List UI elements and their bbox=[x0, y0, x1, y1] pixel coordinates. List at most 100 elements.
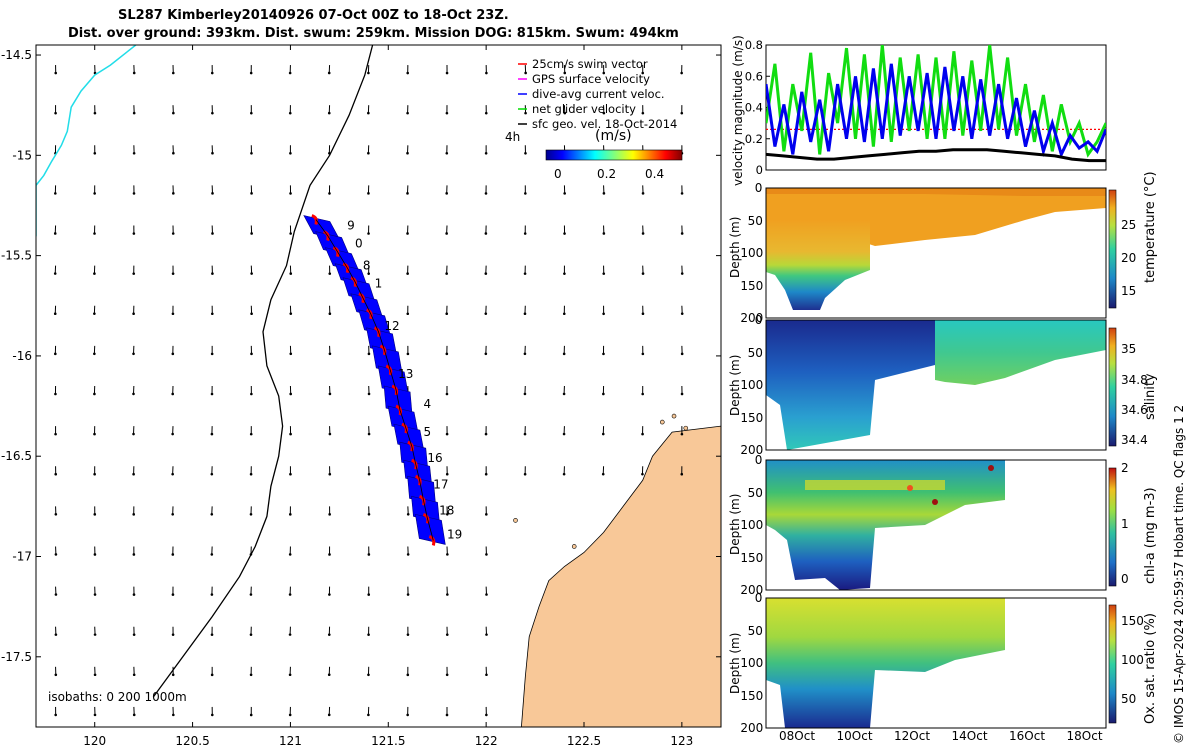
velocity-arrow-head bbox=[250, 151, 253, 155]
section-frame bbox=[765, 597, 1107, 729]
ox-cbar-tick-150: 150 bbox=[1121, 614, 1144, 628]
velocity-arrow-head bbox=[367, 111, 370, 115]
temp-cbar-tick-20: 20 bbox=[1121, 251, 1137, 265]
sal-cbar-tick-3: 35 bbox=[1121, 342, 1137, 356]
chla-colorbar bbox=[1108, 467, 1117, 587]
velocity-arrow-head bbox=[288, 633, 292, 636]
velocity-arrow-head bbox=[328, 272, 332, 275]
velocity-arrow-head bbox=[485, 71, 488, 75]
velocity-arrow-head bbox=[641, 472, 644, 476]
velocity-arrow-head bbox=[210, 713, 214, 717]
chla-cbar-tick-1: 1 bbox=[1121, 517, 1129, 531]
velocity-arrow-head bbox=[680, 192, 684, 195]
velocity-arrow-head bbox=[328, 312, 332, 316]
velocity-arrow-head bbox=[288, 111, 292, 115]
velocity-arrow-head bbox=[54, 192, 57, 195]
depth-tick-label: 50 bbox=[747, 623, 763, 638]
velocity-arrow-head bbox=[523, 392, 527, 396]
velocity-arrow-head bbox=[485, 513, 488, 516]
chla-panel bbox=[766, 460, 1005, 590]
velocity-arrow-head bbox=[524, 151, 527, 155]
oxygen-colorbar-label: Ox. sat. ratio (%) bbox=[1143, 613, 1158, 724]
map-legend bbox=[518, 63, 527, 125]
velocity-arrow-head bbox=[406, 71, 410, 75]
velocity-arrow-head bbox=[249, 71, 253, 75]
depth-tick-label: 200 bbox=[740, 311, 764, 325]
velocity-ytick-label: 0 bbox=[756, 163, 763, 177]
velocity-arrow-head bbox=[132, 713, 136, 717]
velocity-arrow-head bbox=[327, 111, 331, 115]
velocity-arrow-head bbox=[93, 151, 97, 155]
velocity-arrow-head bbox=[680, 432, 684, 436]
velocity-arrow-head bbox=[288, 673, 292, 677]
depth-tick-label: 150 bbox=[740, 688, 764, 703]
velocity-arrow-head bbox=[132, 673, 136, 677]
map-colorbar-tick-0: 0 bbox=[554, 167, 562, 181]
velocity-arrow-head bbox=[367, 513, 371, 516]
velocity-arrow-head bbox=[445, 352, 449, 356]
day-label: 4 bbox=[424, 397, 432, 411]
velocity-arrow-head bbox=[485, 593, 488, 596]
oxygen-field bbox=[766, 598, 1005, 728]
map-xtick-label: 122 bbox=[475, 734, 498, 748]
velocity-arrow-head bbox=[641, 352, 645, 356]
velocity-arrow-head bbox=[328, 513, 331, 516]
velocity-arrow-head bbox=[288, 713, 292, 717]
velocity-arrow-head bbox=[602, 392, 605, 396]
land-mass bbox=[520, 425, 721, 727]
depth-tick-label: 0 bbox=[754, 181, 763, 195]
velocity-arrow-head bbox=[523, 272, 527, 275]
velocity-arrow-head bbox=[93, 472, 96, 476]
velocity-arrow-head bbox=[328, 472, 332, 476]
velocity-ytick-label: 0.8 bbox=[745, 38, 763, 52]
velocity-arrow-head bbox=[680, 392, 684, 396]
depth-tick-label: 200 bbox=[740, 583, 764, 597]
velocity-arrow-head bbox=[93, 673, 97, 677]
day-label: 13 bbox=[398, 367, 413, 381]
chla-hotspot bbox=[907, 485, 913, 491]
velocity-arrow-head bbox=[132, 472, 135, 476]
map-ytick-label: -15 bbox=[12, 148, 32, 162]
velocity-arrow-head bbox=[54, 513, 58, 516]
velocity-arrow-head bbox=[367, 352, 371, 356]
velocity-arrow-head bbox=[54, 713, 57, 717]
salinity-colorbar bbox=[1108, 327, 1117, 447]
velocity-arrow-head bbox=[54, 633, 58, 636]
velocity-arrow-head bbox=[132, 232, 136, 235]
velocity-arrow-head bbox=[132, 553, 136, 556]
velocity-arrow-head bbox=[210, 312, 214, 316]
velocity-arrow-head bbox=[328, 553, 331, 556]
temperature-deep-field bbox=[766, 220, 870, 310]
velocity-arrow-head bbox=[563, 71, 567, 75]
velocity-arrow-head bbox=[171, 593, 175, 596]
velocity-arrow-head bbox=[484, 272, 488, 275]
velocity-arrow-head bbox=[250, 352, 253, 356]
velocity-arrow-head bbox=[250, 312, 253, 315]
islands bbox=[513, 413, 689, 549]
velocity-arrow-head bbox=[328, 432, 332, 436]
velocity-arrow-head bbox=[523, 312, 527, 315]
swim-vector bbox=[311, 214, 318, 225]
velocity-arrow-head bbox=[641, 272, 645, 275]
time-tick-label: 08Oct bbox=[779, 729, 816, 743]
velocity-arrow-head bbox=[367, 432, 371, 436]
velocity-ylabel: velocity magnitude (m/s) bbox=[731, 35, 745, 186]
velocity-arrow-head bbox=[249, 633, 253, 636]
velocity-arrow-head bbox=[211, 151, 214, 155]
depth-tick-label: 100 bbox=[740, 246, 764, 260]
velocity-arrow-head bbox=[288, 593, 292, 596]
salinity-east-field bbox=[935, 320, 1106, 385]
legend-label-gps: GPS surface velocity bbox=[532, 72, 650, 86]
velocity-arrow-head bbox=[523, 232, 527, 235]
velocity-arrow-head bbox=[524, 111, 527, 115]
velocity-arrow-head bbox=[93, 633, 97, 636]
map-frame bbox=[35, 44, 722, 728]
surface-velocity-vectors bbox=[53, 65, 684, 717]
velocity-arrow-head bbox=[367, 272, 370, 275]
velocity-arrow-head bbox=[562, 472, 566, 476]
velocity-arrow-head bbox=[171, 432, 174, 436]
velocity-arrow-head bbox=[288, 553, 292, 556]
velocity-arrow-head bbox=[367, 192, 370, 195]
velocity-arrow-head bbox=[93, 593, 97, 596]
